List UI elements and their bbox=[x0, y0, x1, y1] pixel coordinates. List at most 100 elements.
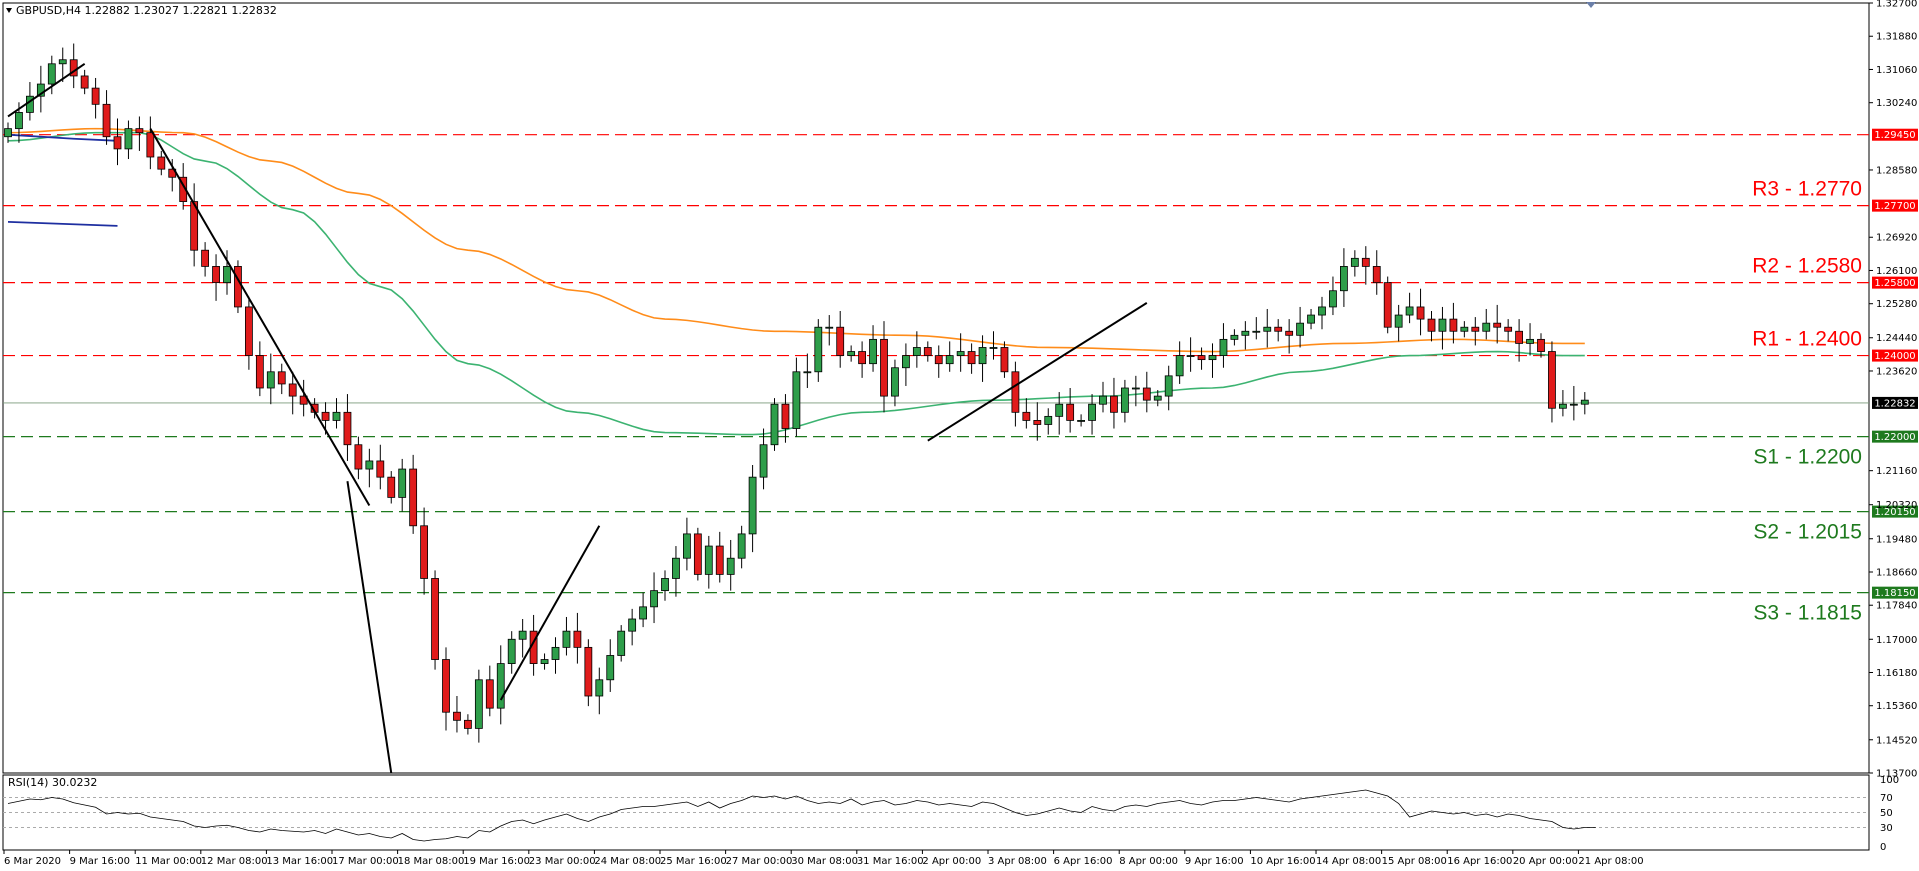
candle-body-49 bbox=[540, 659, 549, 664]
candle-body-8 bbox=[91, 87, 100, 105]
candle-body-122 bbox=[1340, 266, 1348, 292]
x-tick-label-17: 8 Apr 00:00 bbox=[1119, 856, 1178, 867]
candle-body-75 bbox=[825, 326, 834, 329]
candle-body-100 bbox=[1099, 395, 1107, 405]
level-label-6: S3 - 1.1815 bbox=[1753, 602, 1862, 625]
candle-body-89 bbox=[978, 347, 987, 365]
candle-body-138 bbox=[1515, 330, 1523, 344]
candle-body-90 bbox=[989, 347, 998, 349]
x-tick-label-3: 12 Mar 08:00 bbox=[201, 856, 268, 867]
main-pane bbox=[2, 2, 1870, 774]
level-tag-3 bbox=[1872, 128, 1918, 141]
y-tick-label-1: 1.31880 bbox=[1876, 32, 1917, 43]
candle-body-60 bbox=[661, 578, 669, 592]
level-label-2: R1 - 1.2400 bbox=[1752, 328, 1862, 351]
candle-body-110 bbox=[1208, 355, 1217, 361]
candle-body-116 bbox=[1274, 326, 1283, 332]
candle-body-67 bbox=[737, 533, 746, 559]
candle-body-70 bbox=[770, 403, 779, 446]
candle-body-37 bbox=[409, 468, 418, 527]
candle-body-35 bbox=[387, 476, 396, 498]
candle-body-87 bbox=[956, 351, 965, 356]
level-label-5: S2 - 1.2015 bbox=[1753, 521, 1862, 544]
candle-body-65 bbox=[715, 545, 724, 575]
y-tick-label-5: 1.28580 bbox=[1876, 165, 1917, 176]
candle-body-141 bbox=[1548, 351, 1556, 409]
ma-blue-line bbox=[7, 133, 118, 142]
y-tick-label-24: 1.15360 bbox=[1876, 701, 1917, 712]
candle-body-34 bbox=[376, 460, 385, 478]
level-tag-2 bbox=[1872, 349, 1918, 362]
candle-body-97 bbox=[1066, 403, 1075, 421]
x-tick-label-14: 2 Apr 00:00 bbox=[922, 856, 981, 867]
candle-body-4 bbox=[47, 63, 56, 85]
candle-body-61 bbox=[672, 557, 680, 579]
candle-body-121 bbox=[1329, 290, 1337, 308]
candle-body-133 bbox=[1460, 326, 1469, 332]
ma-orange-line bbox=[7, 127, 1585, 353]
candle-body-85 bbox=[934, 355, 943, 365]
candle-body-144 bbox=[1580, 399, 1589, 405]
trendlines-layer bbox=[7, 62, 1148, 774]
y-tick-label-10: 1.24440 bbox=[1876, 333, 1917, 344]
candle-body-81 bbox=[891, 367, 899, 397]
x-tick-label-6: 18 Mar 08:00 bbox=[398, 856, 465, 867]
candle-body-64 bbox=[704, 545, 713, 575]
candle-body-132 bbox=[1449, 318, 1458, 332]
candle-body-93 bbox=[1022, 411, 1031, 421]
rsi-tick-label-2: 50 bbox=[1880, 808, 1893, 819]
y-tick-label-23: 1.16180 bbox=[1876, 668, 1917, 679]
candle-body-11 bbox=[124, 128, 133, 150]
x-tick-label-24: 21 Apr 08:00 bbox=[1578, 856, 1643, 867]
candle-body-91 bbox=[1000, 347, 1009, 373]
level-tag-5 bbox=[1872, 505, 1918, 518]
x-tick-label-21: 15 Apr 08:00 bbox=[1382, 856, 1447, 867]
candle-body-52 bbox=[573, 630, 582, 648]
level-tag-6 bbox=[1872, 586, 1918, 599]
candle-body-140 bbox=[1537, 338, 1545, 352]
level-label-1: R2 - 1.2580 bbox=[1752, 255, 1862, 278]
candle-body-130 bbox=[1427, 318, 1436, 332]
x-tick-label-0: 6 Mar 2020 bbox=[4, 856, 61, 867]
candle-body-59 bbox=[650, 590, 658, 608]
x-tick-label-9: 24 Mar 08:00 bbox=[594, 856, 661, 867]
candle-body-106 bbox=[1164, 375, 1173, 397]
candle-body-53 bbox=[584, 646, 593, 697]
y-tick-label-15: 1.21160 bbox=[1876, 466, 1917, 477]
candle-body-51 bbox=[562, 630, 571, 648]
candle-body-25 bbox=[277, 371, 286, 385]
trendline-3 bbox=[499, 525, 601, 701]
x-tick-label-1: 9 Mar 16:00 bbox=[70, 856, 130, 867]
candle-body-66 bbox=[726, 557, 735, 575]
candle-body-88 bbox=[967, 351, 976, 365]
candle-body-14 bbox=[157, 156, 166, 170]
candle-body-82 bbox=[902, 355, 910, 369]
candle-body-125 bbox=[1372, 266, 1381, 284]
candle-body-119 bbox=[1307, 314, 1315, 324]
y-tick-label-8: 1.26100 bbox=[1876, 266, 1917, 277]
x-tick-label-22: 16 Apr 16:00 bbox=[1447, 856, 1512, 867]
candle-body-95 bbox=[1044, 415, 1053, 425]
candle-body-105 bbox=[1153, 395, 1162, 401]
candle-body-127 bbox=[1394, 314, 1403, 328]
rsi-tick-label-4: 0 bbox=[1880, 842, 1886, 853]
candle-body-3 bbox=[36, 83, 45, 97]
y-tick-label-25: 1.14520 bbox=[1876, 735, 1917, 746]
candle-body-120 bbox=[1318, 306, 1326, 316]
level-tag-text-5: 1.20150 bbox=[1874, 507, 1915, 518]
candle-body-103 bbox=[1131, 387, 1140, 390]
candle-body-80 bbox=[880, 338, 888, 397]
candle-body-114 bbox=[1252, 330, 1261, 333]
candle-body-123 bbox=[1350, 257, 1359, 267]
candle-body-108 bbox=[1186, 355, 1195, 357]
shift-marker-icon[interactable] bbox=[1586, 2, 1596, 8]
y-tick-label-7: 1.26920 bbox=[1876, 233, 1917, 244]
candle-body-112 bbox=[1230, 334, 1239, 340]
candle-body-44 bbox=[485, 679, 494, 709]
candle-body-135 bbox=[1482, 322, 1491, 332]
candle-body-41 bbox=[453, 711, 461, 721]
y-tick-label-9: 1.25280 bbox=[1876, 299, 1917, 310]
current-price-tag bbox=[1872, 396, 1918, 409]
candle-body-33 bbox=[365, 460, 374, 470]
